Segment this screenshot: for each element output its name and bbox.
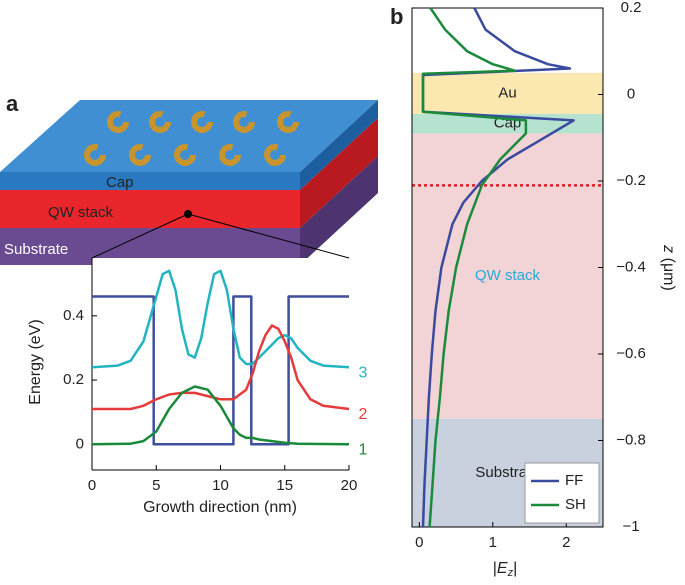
series-label: 2 [359, 406, 368, 423]
inset-background [92, 258, 349, 470]
ring [264, 144, 286, 166]
zoom-point [184, 210, 192, 218]
ring [174, 144, 196, 166]
y-tick-label: −0.6 [616, 345, 646, 362]
ring [107, 111, 129, 133]
region-label: Substrate [475, 464, 539, 481]
zoom-line [187, 213, 350, 259]
y-tick-label: 0 [76, 435, 84, 452]
ring [233, 111, 255, 133]
y-tick-label: 0.2 [621, 0, 642, 16]
ring [191, 111, 213, 133]
layer-label: Substrate [4, 241, 68, 258]
y-tick-label: 0.2 [63, 371, 84, 388]
x-axis-label-part: | [513, 560, 517, 577]
ring [277, 111, 299, 133]
x-tick-label: 0 [88, 477, 96, 494]
substrate-layer [0, 228, 300, 265]
region [412, 72, 603, 114]
series-line [91, 269, 350, 369]
zoom-line [91, 213, 189, 259]
layer-label: QW stack [48, 204, 114, 221]
y-axis-label-part: (μm) [660, 253, 677, 291]
legend-label: FF [565, 472, 583, 489]
y-axis-label: Energy (eV) [27, 319, 44, 404]
x-tick-label: 20 [341, 477, 358, 494]
y-axis-label: z (μm) [660, 244, 677, 291]
series-line [91, 385, 350, 446]
y-tick-label: −0.4 [616, 258, 646, 275]
qw-side [300, 118, 378, 228]
series-line [421, 7, 575, 528]
series-line [421, 7, 528, 528]
legend-label: SH [565, 496, 586, 513]
cap-side [300, 100, 378, 190]
x-tick-label: 0 [415, 534, 423, 551]
y-tick-label: −0.8 [616, 431, 646, 448]
ring [84, 144, 106, 166]
y-tick-label: −0.2 [616, 172, 646, 189]
y-tick-label: 0.4 [63, 307, 84, 324]
ring [219, 144, 241, 166]
series-label: 1 [359, 442, 368, 459]
qw-layer [0, 190, 300, 228]
slab-illustration: Cap QW stack Substrate [0, 100, 378, 265]
y-axis-label-part: z [660, 244, 677, 253]
cap-layer [0, 172, 300, 190]
x-axis-label: Growth direction (nm) [143, 499, 297, 516]
rings [84, 111, 299, 166]
panel-label: b [390, 4, 403, 29]
region-label: Au [498, 84, 516, 101]
x-tick-label: 5 [152, 477, 160, 494]
x-tick-label: 1 [489, 534, 497, 551]
series-line [92, 324, 350, 411]
x-tick-label: 2 [562, 534, 570, 551]
x-axis-label-part: E [497, 560, 508, 577]
ring [149, 111, 171, 133]
y-tick-label: 0 [627, 85, 635, 102]
x-tick-label: 15 [276, 477, 293, 494]
y-tick-label: −1 [622, 518, 639, 535]
layer-label: Cap [106, 174, 134, 191]
x-tick-label: 10 [212, 477, 229, 494]
region-label: QW stack [475, 267, 541, 284]
legend-box [524, 462, 600, 524]
series-line [92, 295, 349, 446]
series-label: 3 [359, 364, 368, 381]
substrate-side [300, 156, 378, 265]
x-axis-label: |Ez| [493, 560, 517, 579]
x-axis-label-part: | [493, 560, 497, 577]
region [412, 133, 603, 419]
panel-label: a [6, 91, 19, 116]
ring [129, 144, 151, 166]
x-axis-label-part: z [507, 567, 514, 579]
